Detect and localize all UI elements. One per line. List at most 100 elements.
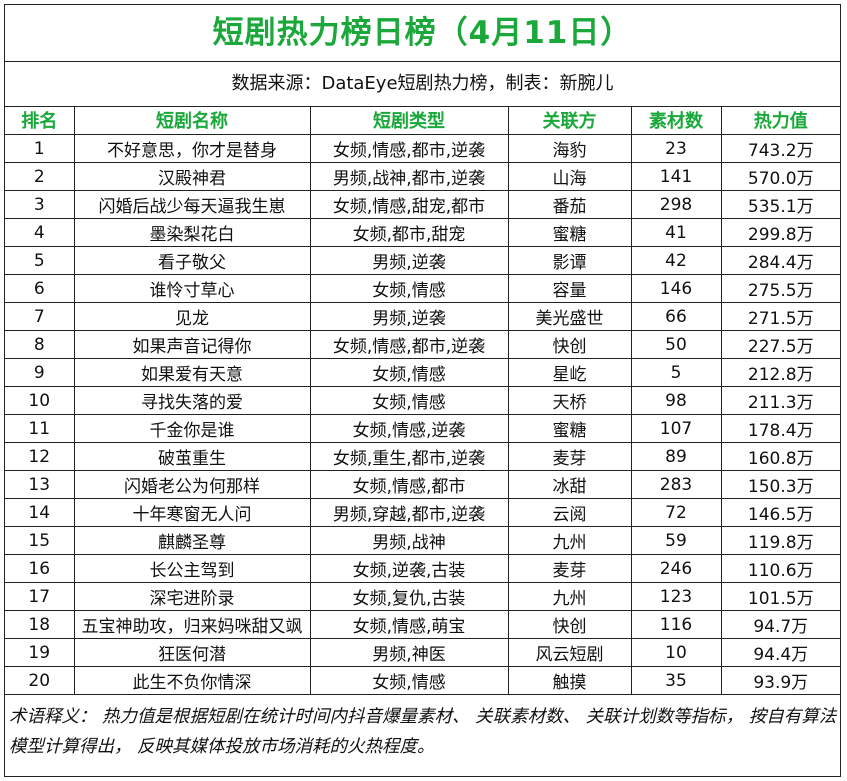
cell-type: 女频,情感	[309, 386, 509, 415]
cell-heat: 94.7万	[720, 610, 840, 639]
cell-partner: 冰甜	[507, 470, 632, 499]
table-row: 6 谁怜寸草心 女频,情感 容量 146 275.5万	[5, 274, 840, 303]
cell-rank: 1	[5, 134, 75, 163]
source-line: 数据来源：DataEye短剧热力榜，制表：新腕儿	[5, 61, 840, 107]
cell-partner: 九州	[507, 526, 632, 555]
cell-type: 女频,逆袭,古装	[309, 554, 509, 583]
table-row: 5 看子敬父 男频,逆袭 影谭 42 284.4万	[5, 246, 840, 275]
cell-materials: 123	[630, 582, 722, 611]
cell-rank: 9	[5, 358, 75, 387]
cell-materials: 98	[630, 386, 722, 415]
cell-rank: 7	[5, 302, 75, 331]
table-row: 10 寻找失落的爱 女频,情感 天桥 98 211.3万	[5, 386, 840, 415]
cell-rank: 5	[5, 246, 75, 275]
cell-rank: 2	[5, 162, 75, 191]
table-row: 3 闪婚后战少每天逼我生崽 女频,情感,甜宠,都市 番茄 298 535.1万	[5, 190, 840, 219]
cell-partner: 风云短剧	[507, 638, 632, 667]
table-row: 14 十年寒窗无人问 男频,穿越,都市,逆袭 云阅 72 146.5万	[5, 498, 840, 527]
cell-heat: 570.0万	[720, 162, 840, 191]
cell-name: 长公主驾到	[73, 554, 311, 583]
cell-type: 女频,情感	[309, 358, 509, 387]
table-row: 19 狂医何潜 男频,神医 风云短剧 10 94.4万	[5, 638, 840, 667]
cell-name: 墨染梨花白	[73, 218, 311, 247]
header-name: 短剧名称	[73, 106, 311, 135]
cell-name: 看子敬父	[73, 246, 311, 275]
cell-name: 谁怜寸草心	[73, 274, 311, 303]
cell-heat: 275.5万	[720, 274, 840, 303]
cell-heat: 150.3万	[720, 470, 840, 499]
cell-partner: 麦芽	[507, 554, 632, 583]
table-row: 7 见龙 男频,逆袭 美光盛世 66 271.5万	[5, 302, 840, 331]
cell-materials: 41	[630, 218, 722, 247]
table-row: 8 如果声音记得你 女频,情感,都市,逆袭 快创 50 227.5万	[5, 330, 840, 359]
cell-partner: 星屹	[507, 358, 632, 387]
cell-type: 男频,穿越,都市,逆袭	[309, 498, 509, 527]
cell-heat: 94.4万	[720, 638, 840, 667]
cell-heat: 93.9万	[720, 666, 840, 695]
cell-rank: 15	[5, 526, 75, 555]
cell-name: 深宅进阶录	[73, 582, 311, 611]
cell-type: 女频,复仇,古装	[309, 582, 509, 611]
header-rank: 排名	[5, 106, 75, 135]
cell-type: 女频,情感,甜宠,都市	[309, 190, 509, 219]
cell-rank: 10	[5, 386, 75, 415]
cell-heat: 178.4万	[720, 414, 840, 443]
table-row: 18 五宝神助攻，归来妈咪甜又飒 女频,情感,萌宝 快创 116 94.7万	[5, 610, 840, 639]
cell-heat: 227.5万	[720, 330, 840, 359]
cell-materials: 89	[630, 442, 722, 471]
cell-partner: 山海	[507, 162, 632, 191]
cell-type: 男频,神医	[309, 638, 509, 667]
cell-type: 男频,逆袭	[309, 302, 509, 331]
cell-type: 女频,情感,都市,逆袭	[309, 330, 509, 359]
cell-partner: 九州	[507, 582, 632, 611]
cell-heat: 146.5万	[720, 498, 840, 527]
cell-rank: 13	[5, 470, 75, 499]
cell-materials: 141	[630, 162, 722, 191]
page-title: 短剧热力榜日榜（4月11日）	[5, 5, 840, 62]
cell-heat: 284.4万	[720, 246, 840, 275]
cell-type: 女频,情感,萌宝	[309, 610, 509, 639]
cell-rank: 19	[5, 638, 75, 667]
cell-name: 十年寒窗无人问	[73, 498, 311, 527]
cell-rank: 8	[5, 330, 75, 359]
cell-partner: 番茄	[507, 190, 632, 219]
cell-heat: 271.5万	[720, 302, 840, 331]
header-type: 短剧类型	[309, 106, 509, 135]
cell-name: 千金你是谁	[73, 414, 311, 443]
table-row: 16 长公主驾到 女频,逆袭,古装 麦芽 246 110.6万	[5, 554, 840, 583]
table-row: 20 此生不负你情深 女频,情感 触摸 35 93.9万	[5, 666, 840, 695]
cell-materials: 35	[630, 666, 722, 695]
cell-heat: 211.3万	[720, 386, 840, 415]
cell-materials: 116	[630, 610, 722, 639]
cell-materials: 10	[630, 638, 722, 667]
table-row: 17 深宅进阶录 女频,复仇,古装 九州 123 101.5万	[5, 582, 840, 611]
cell-partner: 快创	[507, 610, 632, 639]
cell-rank: 6	[5, 274, 75, 303]
cell-materials: 246	[630, 554, 722, 583]
cell-name: 不好意思，你才是替身	[73, 134, 311, 163]
header-materials: 素材数	[630, 106, 722, 135]
cell-partner: 影谭	[507, 246, 632, 275]
cell-partner: 美光盛世	[507, 302, 632, 331]
cell-partner: 云阅	[507, 498, 632, 527]
table-row: 2 汉殿神君 男频,战神,都市,逆袭 山海 141 570.0万	[5, 162, 840, 191]
cell-rank: 18	[5, 610, 75, 639]
table-row: 4 墨染梨花白 女频,都市,甜宠 蜜糖 41 299.8万	[5, 218, 840, 247]
cell-partner: 容量	[507, 274, 632, 303]
cell-partner: 天桥	[507, 386, 632, 415]
cell-materials: 50	[630, 330, 722, 359]
cell-materials: 146	[630, 274, 722, 303]
cell-rank: 17	[5, 582, 75, 611]
cell-type: 男频,战神,都市,逆袭	[309, 162, 509, 191]
cell-partner: 蜜糖	[507, 414, 632, 443]
cell-partner: 快创	[507, 330, 632, 359]
cell-name: 汉殿神君	[73, 162, 311, 191]
cell-heat: 743.2万	[720, 134, 840, 163]
cell-name: 如果声音记得你	[73, 330, 311, 359]
cell-materials: 107	[630, 414, 722, 443]
cell-heat: 101.5万	[720, 582, 840, 611]
cell-name: 此生不负你情深	[73, 666, 311, 695]
cell-partner: 触摸	[507, 666, 632, 695]
cell-name: 如果爱有天意	[73, 358, 311, 387]
ranking-sheet: 短剧热力榜日榜（4月11日） 数据来源：DataEye短剧热力榜，制表：新腕儿 …	[4, 4, 841, 777]
